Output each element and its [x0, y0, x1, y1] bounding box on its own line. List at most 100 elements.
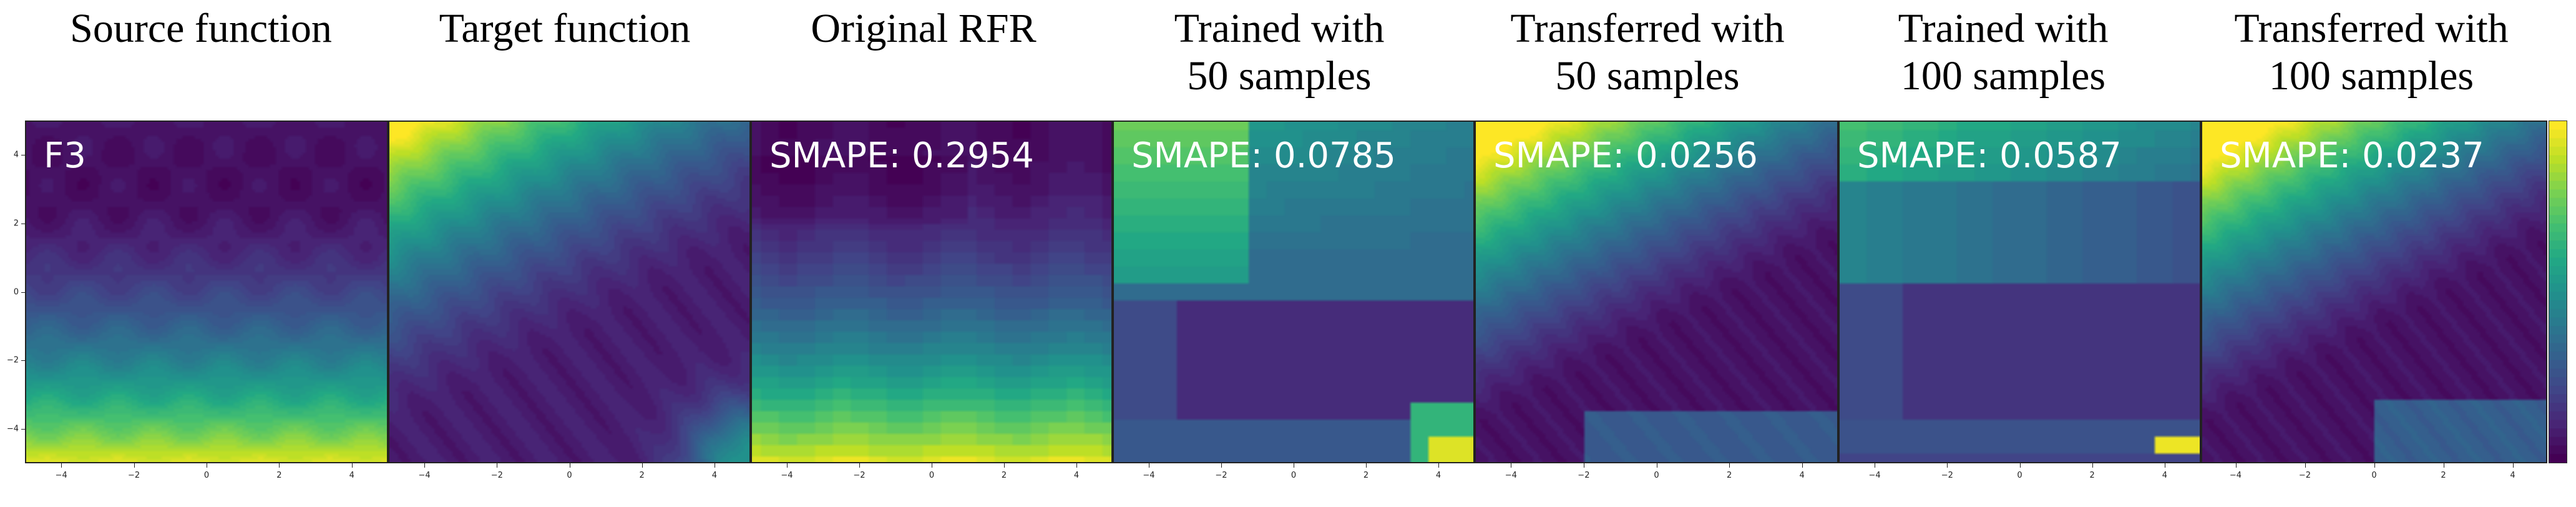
- y-tick: [21, 429, 25, 430]
- x-tick: [2374, 463, 2375, 468]
- x-tick: [351, 463, 353, 468]
- x-tick-label: 4: [711, 471, 718, 480]
- x-tick-label: 0: [2017, 471, 2022, 480]
- x-tick-label: 0: [567, 471, 572, 480]
- heatmap-panel-trained-100: SMAPE: 0.0587: [1838, 121, 2201, 463]
- panel-title-source: Source function: [70, 6, 332, 51]
- x-tick-label: −2: [1578, 471, 1590, 480]
- x-tick: [1729, 463, 1730, 468]
- x-tick-label: −2: [128, 471, 140, 480]
- x-axis-original-rfr: −4 −2 0 2 4: [751, 463, 1113, 488]
- x-tick-label: 2: [1726, 471, 1732, 480]
- panel-title-original-rfr: Original RFR: [811, 6, 1037, 51]
- heatmap-panel-original-rfr: SMAPE: 0.2954: [751, 121, 1113, 463]
- x-axis-transferred-100: −4 −2 0 2 4: [2201, 463, 2547, 488]
- x-tick: [2019, 463, 2021, 468]
- panel-title-target: Target function: [439, 6, 691, 51]
- heatmap-trained-50: [1114, 122, 1473, 462]
- x-tick: [2235, 463, 2237, 468]
- x-tick: [787, 463, 788, 468]
- x-tick-label: −2: [1941, 471, 1953, 480]
- y-tick-label: −4: [6, 424, 19, 434]
- y-axis: 4 2 0 −2 −4: [0, 121, 25, 463]
- x-tick-label: 2: [2441, 471, 2446, 480]
- heatmap-panel-transferred-50: SMAPE: 0.0256: [1475, 121, 1838, 463]
- heatmap-panel-target: [388, 121, 751, 463]
- x-tick: [642, 463, 643, 468]
- x-tick-label: 4: [1073, 471, 1080, 480]
- x-tick: [279, 463, 280, 468]
- x-tick-label: −4: [2229, 471, 2242, 480]
- smape-label: SMAPE: 0.0785: [1131, 135, 1396, 176]
- heatmap-transferred-100: [2202, 122, 2546, 462]
- x-tick: [1004, 463, 1005, 468]
- x-tick-label: 0: [1654, 471, 1659, 480]
- function-label: F3: [44, 135, 86, 176]
- x-axis-target: −4 −2 0 2 4: [388, 463, 751, 488]
- x-axis-source: −4 −2 0 2 4: [25, 463, 388, 488]
- heatmap-trained-100: [1840, 122, 2200, 462]
- x-tick: [2092, 463, 2093, 468]
- y-tick-label: 0: [13, 287, 19, 297]
- x-tick: [1221, 463, 1222, 468]
- panel-title-trained-50: Trained with 50 samples: [1174, 6, 1385, 99]
- x-tick-label: 0: [1290, 471, 1297, 480]
- smape-label: SMAPE: 0.0256: [1493, 135, 1758, 176]
- x-tick: [61, 463, 62, 468]
- x-tick-label: −4: [55, 471, 67, 480]
- panel-title-trained-100: Trained with 100 samples: [1898, 6, 2109, 99]
- heatmap-target: [389, 122, 749, 462]
- x-tick-label: 4: [1435, 471, 1442, 480]
- x-tick-label: 4: [2162, 471, 2168, 480]
- x-tick-label: 2: [2089, 471, 2095, 480]
- x-tick-label: 0: [929, 471, 935, 480]
- x-tick-label: −4: [1505, 471, 1517, 480]
- y-tick-label: 2: [13, 219, 19, 229]
- heatmap-source: [26, 122, 387, 462]
- y-tick-label: −2: [6, 355, 19, 365]
- x-tick: [1947, 463, 1948, 468]
- x-tick-label: 2: [639, 471, 645, 480]
- y-tick: [21, 292, 25, 293]
- x-tick-label: 2: [1001, 471, 1007, 480]
- smape-label: SMAPE: 0.0237: [2220, 135, 2484, 176]
- x-axis-trained-50: −4 −2 0 2 4: [1113, 463, 1475, 488]
- x-tick-label: −2: [1215, 471, 1227, 480]
- panel-title-transferred-50: Transferred with 50 samples: [1510, 6, 1785, 99]
- x-tick-label: −4: [1868, 471, 1881, 480]
- x-tick-label: −2: [2298, 471, 2311, 480]
- heatmap-panel-transferred-100: SMAPE: 0.0237: [2201, 121, 2547, 463]
- x-tick: [2305, 463, 2306, 468]
- x-tick-label: −4: [418, 471, 431, 480]
- heatmap-transferred-50: [1476, 122, 1837, 462]
- smape-label: SMAPE: 0.0587: [1857, 135, 2122, 176]
- x-tick-label: 4: [349, 471, 354, 480]
- y-tick-label: 4: [13, 150, 19, 160]
- x-tick-label: −4: [781, 471, 793, 480]
- x-tick-label: −2: [490, 471, 503, 480]
- x-tick: [859, 463, 860, 468]
- x-tick-label: 2: [1363, 471, 1369, 480]
- x-tick: [2512, 463, 2514, 468]
- x-tick-label: −2: [853, 471, 866, 480]
- y-tick: [21, 360, 25, 362]
- panel-title-transferred-100: Transferred with 100 samples: [2234, 6, 2509, 99]
- heatmap-panel-source: F3: [25, 121, 388, 463]
- colorbar: [2549, 121, 2567, 463]
- x-tick-label: 2: [276, 471, 282, 480]
- x-tick-label: −4: [1143, 471, 1155, 480]
- x-tick: [1438, 463, 1439, 468]
- x-tick: [424, 463, 426, 468]
- colorbar-gradient: [2549, 121, 2567, 463]
- smape-label: SMAPE: 0.2954: [769, 135, 1034, 176]
- heatmap-panel-trained-50: SMAPE: 0.0785: [1113, 121, 1475, 463]
- x-tick-label: 4: [1799, 471, 1805, 480]
- x-tick-label: 0: [2371, 471, 2377, 480]
- x-tick-label: 4: [2510, 471, 2515, 480]
- x-tick: [1366, 463, 1367, 468]
- x-axis-trained-100: −4 −2 0 2 4: [1838, 463, 2201, 488]
- x-tick: [134, 463, 135, 468]
- heatmap-original-rfr: [752, 122, 1111, 462]
- x-tick: [1802, 463, 1803, 468]
- x-tick: [1076, 463, 1077, 468]
